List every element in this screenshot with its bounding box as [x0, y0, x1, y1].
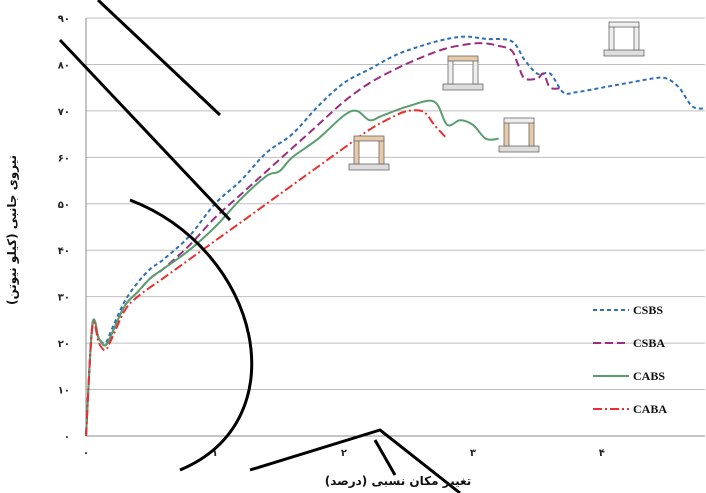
frame-icon-caba	[348, 135, 390, 171]
series-lines	[85, 35, 706, 437]
y-tick-label: ۳۰	[58, 293, 70, 304]
frame-icon-csba	[442, 55, 484, 91]
y-axis: ۰ ۱۰ ۲۰ ۳۰ ۴۰ ۵۰ ۶۰ ۷۰ ۸۰ ۹۰	[58, 14, 87, 443]
y-tick-label: ۱۰	[58, 386, 70, 397]
y-tick-label: ۸۰	[58, 60, 70, 71]
frame-icon-cabs	[498, 117, 540, 153]
x-axis-title: تغییر مکان نسبی (درصد)	[325, 474, 472, 488]
y-tick-label: ۶۰	[58, 153, 70, 164]
series-line-csba	[85, 42, 564, 437]
y-tick-label: ۴۰	[58, 246, 70, 257]
y-tick-label: ۲۰	[58, 339, 70, 350]
x-axis: ۰ ۱ ۲ ۳ ۴	[83, 435, 705, 459]
legend: CSBS CSBA CABS CABA	[593, 303, 667, 416]
x-tick-label: ۰	[83, 448, 89, 459]
x-tick-label: ۲	[341, 448, 347, 459]
series-line-cabs	[85, 99, 499, 437]
y-tick-label: ۹۰	[58, 14, 70, 25]
x-tick-label: ۱	[212, 448, 218, 459]
legend-label-caba: CABA	[633, 402, 667, 416]
legend-label-cabs: CABS	[633, 369, 665, 383]
series-line-caba	[85, 109, 448, 437]
legend-label-csba: CSBA	[633, 336, 665, 350]
legend-label-csbs: CSBS	[633, 303, 663, 317]
gridlines	[86, 17, 705, 391]
watermark	[58, 0, 461, 493]
y-tick-label: ۵۰	[58, 200, 70, 211]
x-tick-label: ۳	[470, 448, 476, 459]
y-tick-label: ۷۰	[58, 107, 70, 118]
frame-icon-csbs	[603, 21, 645, 57]
x-tick-label: ۴	[599, 448, 605, 459]
y-tick-label: ۰	[64, 432, 70, 443]
y-axis-title: نیروی جانبی (کیلو نیوتن)	[5, 155, 20, 305]
